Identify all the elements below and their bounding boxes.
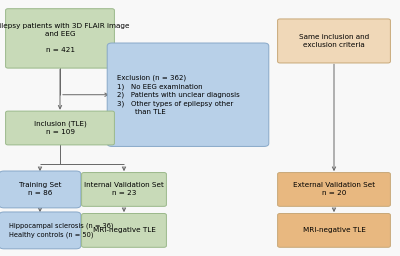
Text: MRI-negative TLE: MRI-negative TLE xyxy=(302,227,366,233)
FancyBboxPatch shape xyxy=(6,111,114,145)
FancyBboxPatch shape xyxy=(278,173,390,206)
Text: Training Set
n = 86: Training Set n = 86 xyxy=(19,183,61,196)
FancyBboxPatch shape xyxy=(278,19,390,63)
FancyBboxPatch shape xyxy=(107,43,269,146)
Text: MRI-negative TLE: MRI-negative TLE xyxy=(92,227,156,233)
FancyBboxPatch shape xyxy=(82,214,166,247)
Text: Inclusion (TLE)
n = 109: Inclusion (TLE) n = 109 xyxy=(34,121,86,135)
Text: Hippocampal sclerosis (n = 36)
Healthy controls (n = 50): Hippocampal sclerosis (n = 36) Healthy c… xyxy=(9,223,113,238)
FancyBboxPatch shape xyxy=(0,171,81,208)
Text: Exclusion (n = 362)
1)   No EEG examination
2)   Patients with unclear diagnosis: Exclusion (n = 362) 1) No EEG examinatio… xyxy=(117,75,240,115)
Text: Internal Validation Set
n = 23: Internal Validation Set n = 23 xyxy=(84,183,164,196)
Text: Same inclusion and
exclusion criteria: Same inclusion and exclusion criteria xyxy=(299,34,369,48)
Text: Epilepsy patients with 3D FLAIR image
and EEG

n = 421: Epilepsy patients with 3D FLAIR image an… xyxy=(0,23,130,54)
FancyBboxPatch shape xyxy=(0,212,81,249)
FancyBboxPatch shape xyxy=(82,173,166,206)
Text: External Validation Set
n = 20: External Validation Set n = 20 xyxy=(293,183,375,196)
FancyBboxPatch shape xyxy=(6,9,114,68)
FancyBboxPatch shape xyxy=(278,214,390,247)
